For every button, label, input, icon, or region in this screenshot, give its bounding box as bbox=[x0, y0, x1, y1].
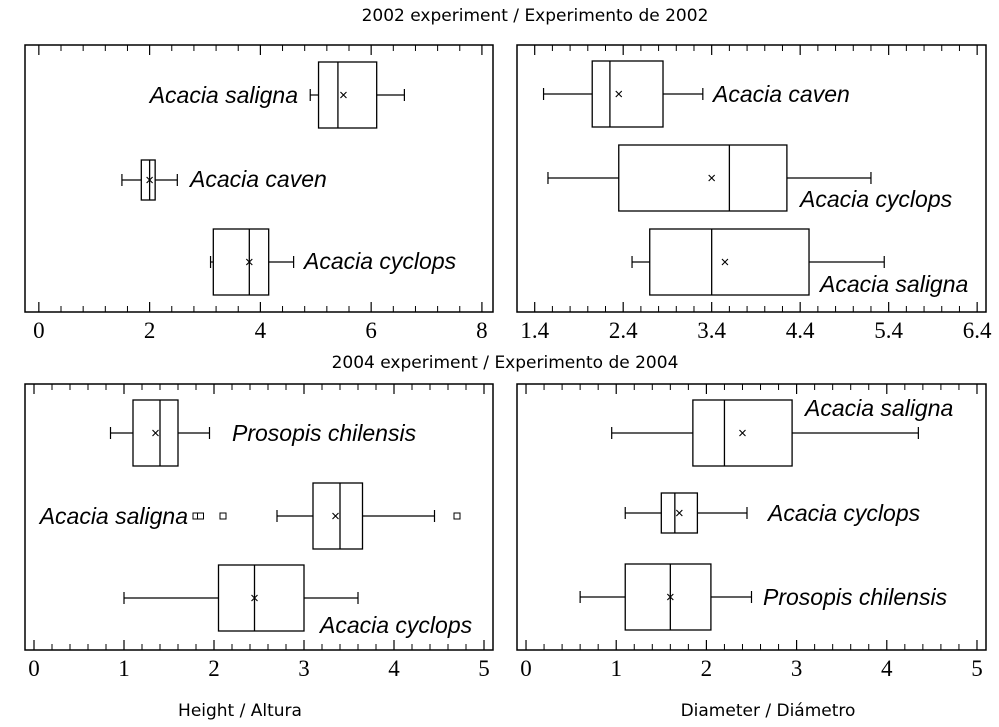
series-label: Acacia cyclops bbox=[302, 248, 457, 274]
x-tick-label: 6.4 bbox=[963, 318, 992, 343]
mean-marker bbox=[739, 429, 746, 437]
mean-marker bbox=[340, 91, 347, 99]
outlier-point bbox=[197, 512, 204, 520]
series-label: Prosopis chilensis bbox=[232, 420, 417, 446]
iqr-box bbox=[140, 159, 156, 201]
x-tick-label: 5 bbox=[971, 656, 983, 681]
x-tick-label: 1 bbox=[610, 656, 622, 681]
x-tick-label: 1.4 bbox=[520, 318, 549, 343]
box-prosopis-chilensis: Prosopis chilensis bbox=[579, 563, 948, 631]
plot-frame bbox=[516, 383, 987, 651]
plot-frame bbox=[24, 44, 494, 313]
box-acacia-cyclops: Acacia cyclops bbox=[123, 564, 473, 638]
x-tick-label: 0 bbox=[28, 656, 40, 681]
bottom-left-caption: Height / Altura bbox=[178, 701, 302, 721]
iqr-box bbox=[591, 60, 664, 128]
mean-marker bbox=[251, 594, 258, 602]
x-tick-label: 3.4 bbox=[697, 318, 726, 343]
mean-marker bbox=[245, 258, 253, 266]
iqr-box bbox=[624, 563, 712, 631]
iqr-box bbox=[618, 144, 788, 212]
x-tick-label: 3 bbox=[298, 656, 310, 681]
x-tick-label: 2.4 bbox=[609, 318, 638, 343]
box-acacia-saligna: Acacia saligna bbox=[38, 482, 461, 550]
box-acacia-cyclops: Acacia cyclops bbox=[209, 228, 457, 296]
x-tick-label: 6 bbox=[365, 318, 377, 343]
panel-2004-diameter: 0 1 2 3 4 5 Acacia saligna Acacia cyclops Prosop… bbox=[516, 383, 987, 681]
x-tick-label: 5.4 bbox=[874, 318, 903, 343]
x-tick-label: 2 bbox=[208, 656, 220, 681]
top-caption: 2002 experiment / Experimento de 2002 bbox=[362, 6, 709, 26]
x-tick-label: 2 bbox=[144, 318, 156, 343]
box-acacia-saligna: Acacia saligna bbox=[631, 228, 968, 297]
iqr-box bbox=[649, 228, 810, 296]
mean-marker bbox=[675, 509, 683, 517]
x-tick-label: 4 bbox=[388, 656, 400, 681]
series-label: Acacia saligna bbox=[803, 395, 953, 421]
panel-2004-height: 0 1 2 3 4 5 Prosopis chilensis Acacia saligna Ac… bbox=[24, 383, 494, 681]
series-label: Acacia saligna bbox=[38, 503, 188, 529]
mean-marker bbox=[332, 512, 339, 520]
iqr-box bbox=[312, 482, 364, 550]
series-label: Acacia cyclops bbox=[318, 612, 473, 638]
x-tick-label: 1 bbox=[118, 656, 130, 681]
plot-frame bbox=[516, 44, 987, 313]
mean-marker bbox=[708, 174, 716, 182]
x-tick-label: 2 bbox=[701, 656, 713, 681]
series-label: Acacia saligna bbox=[818, 271, 968, 297]
series-label: Acacia cyclops bbox=[798, 186, 953, 212]
outlier-point bbox=[453, 512, 461, 520]
box-acacia-cyclops: Acacia cyclops bbox=[547, 144, 953, 212]
x-tick-label: 5 bbox=[478, 656, 490, 681]
mean-marker bbox=[615, 90, 623, 98]
mean-marker bbox=[152, 429, 159, 437]
middle-caption: 2004 experiment / Experimento de 2004 bbox=[332, 353, 679, 373]
x-tick-label: 4 bbox=[255, 318, 267, 343]
iqr-box bbox=[317, 61, 378, 129]
box-acacia-cyclops: Acacia cyclops bbox=[624, 492, 921, 534]
mean-marker bbox=[146, 176, 154, 184]
iqr-box bbox=[212, 228, 270, 296]
box-acacia-saligna: Acacia saligna bbox=[611, 395, 953, 467]
series-label: Acacia saligna bbox=[148, 82, 298, 108]
x-tick-label: 3 bbox=[791, 656, 803, 681]
box-acacia-caven: Acacia caven bbox=[121, 159, 327, 201]
mean-marker bbox=[721, 258, 729, 266]
box-acacia-saligna: Acacia saligna bbox=[148, 61, 405, 129]
box-prosopis-chilensis: Prosopis chilensis bbox=[109, 399, 417, 467]
series-label: Prosopis chilensis bbox=[763, 584, 948, 610]
outlier-point bbox=[219, 512, 227, 520]
x-tick-label: 4 bbox=[881, 656, 893, 681]
series-label: Acacia caven bbox=[188, 166, 327, 192]
series-label: Acacia caven bbox=[711, 81, 850, 107]
panel-2002-diameter: 1.4 2.4 3.4 4.4 5.4 6.4 Acacia caven Acacia cyc… bbox=[516, 44, 992, 343]
mean-marker bbox=[666, 593, 674, 601]
x-tick-label: 4.4 bbox=[786, 318, 815, 343]
bottom-right-caption: Diameter / Diámetro bbox=[681, 701, 856, 721]
x-tick-label: 8 bbox=[476, 318, 488, 343]
series-label: Acacia cyclops bbox=[766, 500, 921, 526]
x-tick-label: 0 bbox=[520, 656, 532, 681]
iqr-box bbox=[217, 564, 305, 632]
x-tick-label: 0 bbox=[33, 318, 45, 343]
panel-2002-height: 0 2 4 6 8 Acacia saligna Acacia caven Acacia cy… bbox=[24, 44, 494, 343]
box-acacia-caven: Acacia caven bbox=[542, 60, 850, 128]
plot-frame bbox=[24, 383, 494, 651]
